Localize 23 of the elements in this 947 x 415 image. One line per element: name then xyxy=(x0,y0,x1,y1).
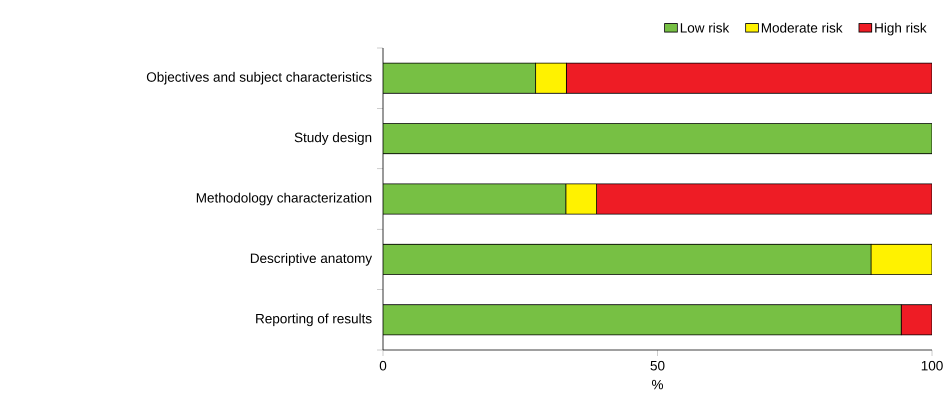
y-tick-label: Descriptive anatomy xyxy=(250,253,372,266)
bar xyxy=(383,184,566,214)
x-axis-title: % xyxy=(652,380,664,390)
y-tick-label: Reporting of results xyxy=(256,314,372,326)
bar xyxy=(383,304,902,336)
legend-label: Low risk xyxy=(680,22,730,33)
y-tick-label: Study design xyxy=(294,132,372,145)
x-tick-label: 50 xyxy=(650,360,664,370)
bar xyxy=(870,244,932,275)
x-tick-label: 0 xyxy=(380,360,386,370)
bar xyxy=(383,123,932,154)
legend-label: Moderate risk xyxy=(762,22,843,33)
bar xyxy=(900,304,932,336)
bar xyxy=(566,62,932,94)
bar xyxy=(596,184,932,214)
bar xyxy=(383,62,536,94)
bar xyxy=(565,184,597,214)
bar xyxy=(535,62,567,94)
y-tick-label: Methodology characterization xyxy=(196,192,372,206)
bar xyxy=(383,244,872,275)
legend-label: High risk xyxy=(875,22,927,36)
y-tick-label: Objectives and subject characteristics xyxy=(146,72,372,84)
x-tick-label: 100 xyxy=(922,360,943,370)
